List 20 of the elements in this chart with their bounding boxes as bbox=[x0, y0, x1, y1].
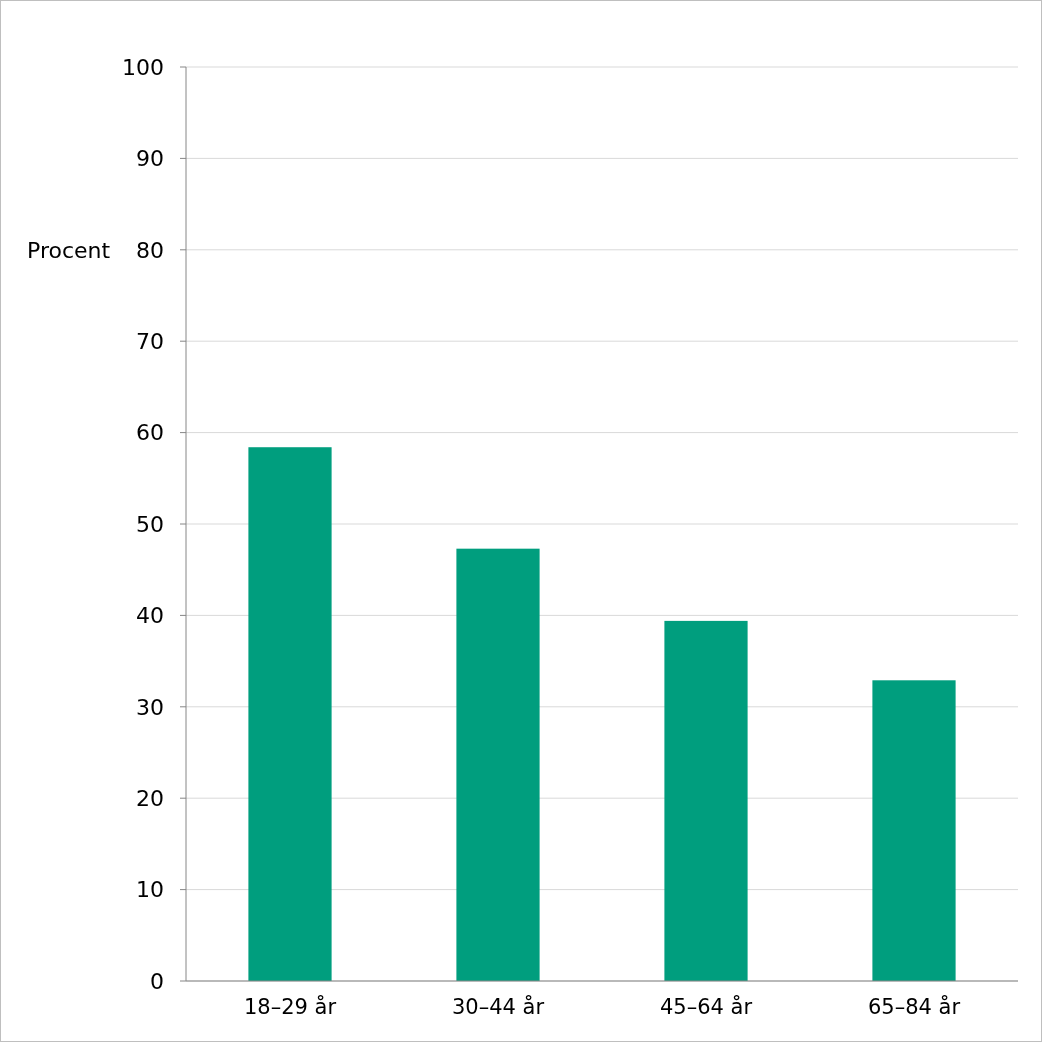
y-tick-label: 90 bbox=[136, 146, 164, 172]
bar bbox=[456, 548, 540, 981]
y-axis-title: Procent bbox=[27, 237, 111, 263]
y-tick-label: 50 bbox=[136, 511, 164, 537]
y-tick-label: 30 bbox=[136, 694, 164, 720]
y-tick-label: 60 bbox=[136, 420, 164, 446]
y-tick-label: 100 bbox=[122, 54, 164, 80]
x-tick-label: 45–64 år bbox=[659, 994, 753, 1019]
x-tick-label: 65–84 år bbox=[867, 994, 961, 1019]
y-tick-label: 40 bbox=[136, 603, 164, 629]
bar bbox=[248, 447, 332, 981]
bar bbox=[664, 620, 748, 981]
y-tick-label: 20 bbox=[136, 785, 164, 811]
x-tick-label: 18–29 år bbox=[243, 994, 337, 1019]
bar bbox=[872, 680, 956, 981]
y-tick-label: 0 bbox=[150, 968, 164, 994]
x-tick-label: 30–44 år bbox=[451, 994, 545, 1019]
y-tick-label: 70 bbox=[136, 328, 164, 354]
y-tick-label: 10 bbox=[136, 877, 164, 903]
y-tick-label: 80 bbox=[136, 237, 164, 263]
